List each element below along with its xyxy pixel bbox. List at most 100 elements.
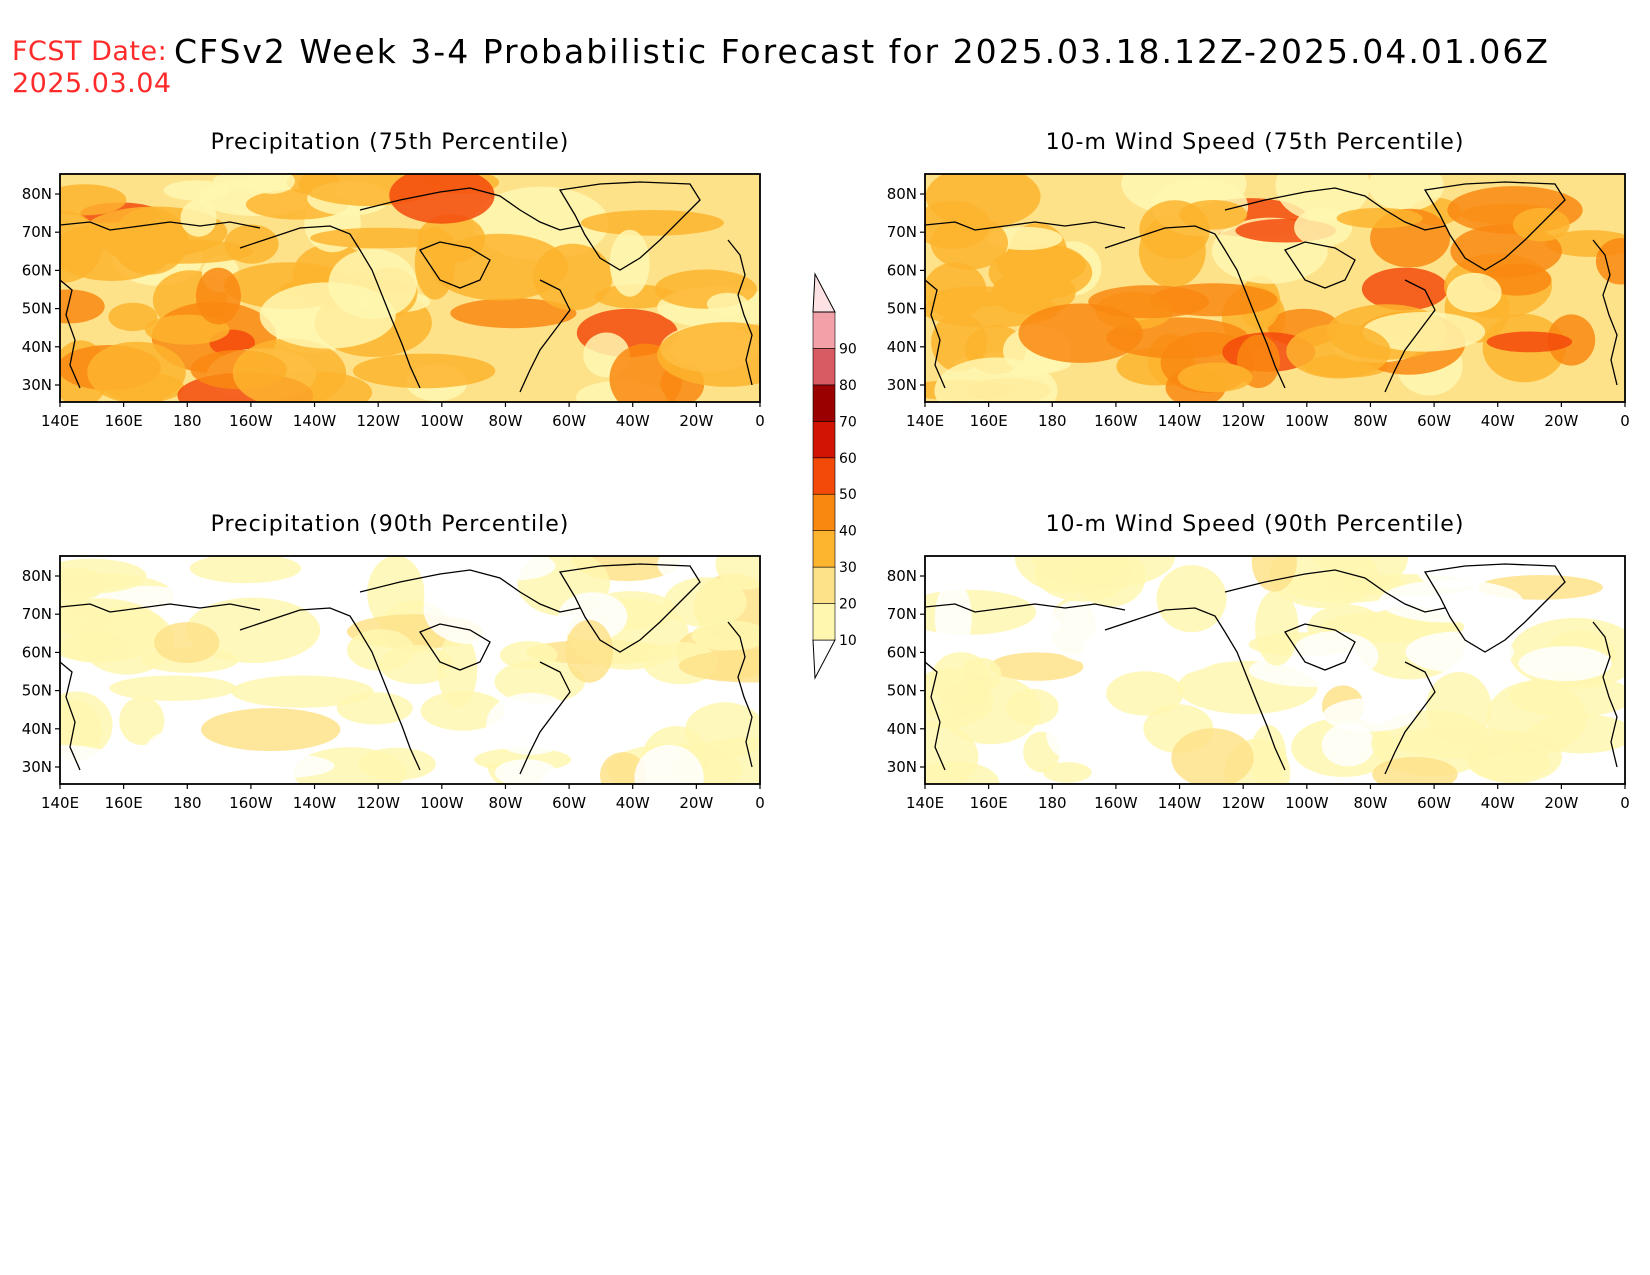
legend-level-label: 10 bbox=[839, 633, 857, 649]
coastline bbox=[359, 187, 581, 231]
legend-bin bbox=[812, 603, 836, 641]
contour-blob bbox=[1031, 556, 1175, 589]
contour-blob bbox=[119, 696, 165, 746]
lon-tick-label: 140E bbox=[41, 412, 79, 430]
contour-blob bbox=[60, 744, 130, 784]
contour-blob bbox=[154, 622, 220, 664]
map-precip-75: 140E 160E 180 160W 140W 120W 100W 80W 60W 40W 20W 0… bbox=[22, 173, 765, 430]
panel-title: Precipitation (90th Percentile) bbox=[210, 512, 570, 537]
coastline bbox=[239, 607, 421, 771]
contour-blob bbox=[565, 619, 614, 683]
contour-blob bbox=[1379, 579, 1523, 623]
contour-blob bbox=[494, 659, 586, 704]
legend-bin bbox=[812, 348, 836, 386]
contour-blob bbox=[473, 556, 556, 581]
contour-blob bbox=[1286, 323, 1391, 379]
lon-tick-label: 140E bbox=[906, 794, 944, 812]
panel-wind-75: 10-m Wind Speed (75th Percentile) 140E 16… bbox=[865, 130, 1645, 440]
lon-tick-label: 120W bbox=[1221, 412, 1265, 430]
lon-tick-label: 140W bbox=[293, 794, 337, 812]
lon-tick-label: 0 bbox=[1620, 794, 1630, 812]
contour-blob bbox=[437, 632, 478, 708]
coastline bbox=[519, 661, 571, 775]
contour-blob bbox=[1275, 174, 1370, 222]
coastline bbox=[1104, 607, 1286, 771]
contour-blob bbox=[1043, 762, 1092, 783]
lon-tick-label: 60W bbox=[1417, 412, 1451, 430]
lon-tick-label: 160E bbox=[970, 794, 1008, 812]
fcst-date-value: 2025.03.04 bbox=[12, 68, 172, 99]
contour-blob bbox=[201, 708, 341, 752]
contour-blob bbox=[1009, 276, 1059, 304]
contour-blob bbox=[417, 214, 486, 263]
lat-tick-label: 60N bbox=[887, 643, 917, 661]
coastline bbox=[419, 241, 491, 289]
map-precip-90: 140E 160E 180 160W 140W 120W 100W 80W 60W 40W 20W 0… bbox=[22, 555, 765, 812]
panel-wind-90: 10-m Wind Speed (90th Percentile) 140E 16… bbox=[865, 512, 1645, 822]
contour-blob bbox=[996, 243, 1087, 286]
contour-blob bbox=[1255, 589, 1299, 666]
contour-blob bbox=[1508, 675, 1625, 718]
contour-blob bbox=[450, 298, 577, 329]
legend-colorbar: 10 20 30 40 50 60 70 80 90 bbox=[812, 272, 857, 680]
coastline bbox=[925, 603, 1126, 613]
lon-tick-label: 60W bbox=[1417, 794, 1451, 812]
lat-tick-label: 70N bbox=[887, 223, 917, 241]
contour-blob bbox=[495, 759, 557, 784]
contour-blob bbox=[367, 556, 425, 631]
map-frame bbox=[59, 173, 761, 403]
panel-title: 10-m Wind Speed (75th Percentile) bbox=[1045, 130, 1465, 155]
coastline bbox=[519, 279, 571, 393]
lon-tick-label: 140W bbox=[1158, 794, 1202, 812]
lon-tick-label: 60W bbox=[552, 412, 586, 430]
coastline bbox=[727, 621, 753, 768]
coastline bbox=[1224, 569, 1446, 613]
contour-blob bbox=[144, 314, 230, 345]
map-frame bbox=[59, 555, 761, 785]
contour-blob bbox=[328, 249, 418, 319]
legend-level-label: 40 bbox=[839, 524, 857, 540]
legend-level-label: 50 bbox=[839, 487, 857, 503]
lon-tick-label: 40W bbox=[616, 794, 650, 812]
coastline bbox=[558, 181, 701, 271]
contour-blob bbox=[706, 292, 749, 315]
contour-blob bbox=[1486, 331, 1573, 353]
contour-blob bbox=[609, 229, 650, 297]
lon-tick-label: 20W bbox=[679, 412, 713, 430]
contour-blob bbox=[925, 668, 990, 719]
lon-tick-label: 100W bbox=[1285, 412, 1329, 430]
lat-tick-label: 30N bbox=[22, 758, 52, 776]
lon-tick-label: 180 bbox=[1038, 794, 1067, 812]
legend-bin bbox=[812, 493, 836, 531]
panel-title: Precipitation (75th Percentile) bbox=[210, 130, 570, 155]
contour-blob bbox=[678, 649, 760, 683]
lat-tick-label: 60N bbox=[887, 261, 917, 279]
contour-blob bbox=[1171, 728, 1254, 784]
coastline bbox=[1423, 181, 1566, 271]
coastline bbox=[1284, 241, 1356, 289]
legend-top-arrow bbox=[812, 272, 836, 313]
contour-blob bbox=[1106, 671, 1184, 716]
contour-blob bbox=[352, 353, 496, 389]
coastline bbox=[925, 221, 1126, 231]
contour-blob bbox=[189, 556, 301, 584]
contour-blob bbox=[1177, 362, 1253, 393]
contour-blob bbox=[1368, 174, 1444, 211]
contour-blob bbox=[486, 692, 576, 755]
lon-tick-label: 80W bbox=[1353, 412, 1387, 430]
lon-tick-label: 0 bbox=[755, 412, 765, 430]
contour-blob bbox=[634, 744, 704, 784]
contour-blob bbox=[1425, 672, 1492, 744]
lat-tick-label: 40N bbox=[887, 338, 917, 356]
legend-level-label: 30 bbox=[839, 560, 857, 576]
coastline bbox=[925, 279, 946, 389]
legend-bin bbox=[812, 384, 836, 422]
map-wind-75: 140E 160E 180 160W 140W 120W 100W 80W 60W 40W 20W 0… bbox=[887, 173, 1630, 430]
lat-tick-label: 30N bbox=[887, 758, 917, 776]
lon-tick-label: 0 bbox=[755, 794, 765, 812]
contour-blob bbox=[60, 184, 127, 216]
legend-level-label: 20 bbox=[839, 597, 857, 613]
lat-tick-label: 80N bbox=[22, 567, 52, 585]
lon-tick-label: 160E bbox=[105, 794, 143, 812]
contour-blob bbox=[420, 690, 505, 731]
